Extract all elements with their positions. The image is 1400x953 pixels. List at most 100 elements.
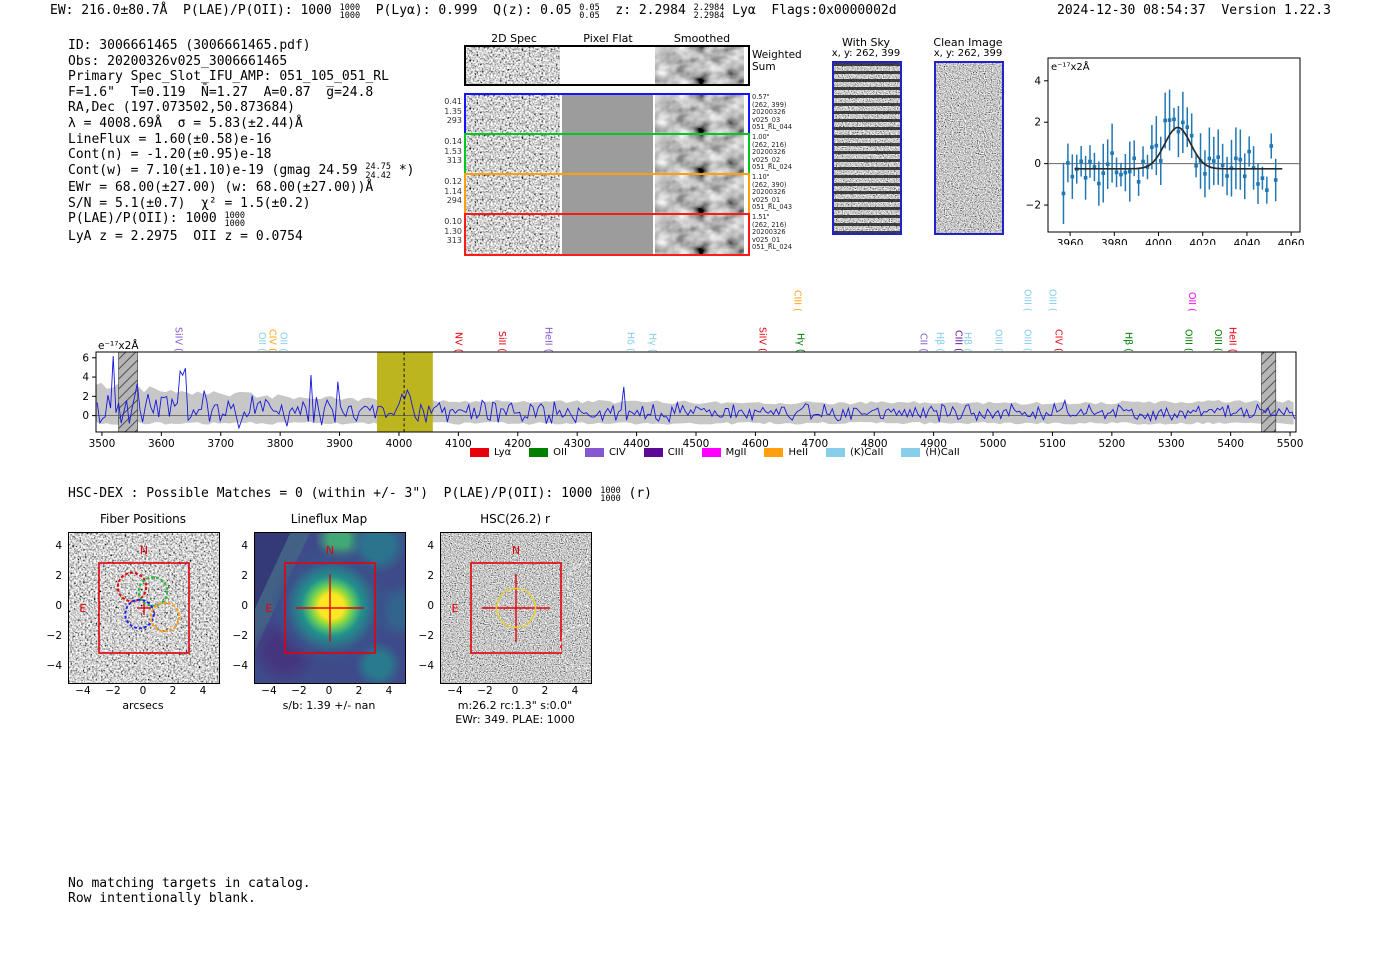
cutout-overlay: NE bbox=[80, 544, 190, 654]
y-tick-label: −4 bbox=[232, 660, 248, 672]
legend-swatch bbox=[901, 448, 921, 457]
svg-text:5200: 5200 bbox=[1098, 438, 1125, 450]
cutout-xlabel: m:26.2 rc:1.3" s:0.0" bbox=[457, 699, 573, 712]
legend-item: (H)CaII bbox=[901, 447, 960, 458]
fiber-smoothed-image bbox=[655, 175, 744, 214]
emission-line-label: OII ( bbox=[256, 332, 268, 352]
svg-text:3980: 3980 bbox=[1101, 238, 1128, 245]
svg-text:6: 6 bbox=[82, 352, 89, 364]
fiber-smoothed-image bbox=[655, 135, 744, 174]
fiber-2d-row bbox=[464, 93, 750, 136]
stacked-fraction: 2.2984 2.2984 bbox=[693, 2, 725, 21]
emission-line-label: OIII ( bbox=[1021, 329, 1033, 352]
cutout-title: Lineflux Map bbox=[290, 512, 368, 526]
header-summary: EW: 216.0±80.7Å P(LAE)/P(OII): 1000 1000… bbox=[50, 3, 897, 21]
info-line: ID: 3006661465 (3006661465.pdf) bbox=[68, 38, 415, 54]
svg-text:4100: 4100 bbox=[445, 438, 472, 450]
aperture-circle bbox=[495, 587, 537, 629]
fiber-id-labels: 0.57" (262, 399) 20200326 v025_03 051_RL_044 bbox=[752, 93, 793, 132]
x-tick-label: 2 bbox=[541, 685, 549, 697]
x-tick-label: 0 bbox=[139, 685, 147, 697]
text-segment: (r) bbox=[620, 486, 653, 501]
fiber-2d-spec-image bbox=[466, 215, 560, 254]
svg-text:E: E bbox=[266, 602, 273, 615]
weighted-sum-row bbox=[464, 45, 750, 86]
y-tick-label: −4 bbox=[46, 660, 62, 672]
emission-line-label: OIII ( bbox=[1182, 329, 1194, 352]
emission-line-label: Hγ ( bbox=[646, 332, 658, 353]
svg-text:4020: 4020 bbox=[1189, 238, 1216, 245]
legend-swatch bbox=[826, 448, 846, 457]
weighted-2d-spec-image bbox=[466, 47, 560, 84]
svg-text:4200: 4200 bbox=[504, 438, 531, 450]
cutout-xlabel: arcsecs bbox=[122, 699, 164, 712]
cutout-overlay: NE bbox=[452, 544, 591, 670]
info-line: LyA z = 2.2975 OII z = 0.0754 bbox=[68, 229, 415, 245]
clean-image bbox=[934, 61, 1004, 235]
full-spectrum-chart: 3500 3600 3700 3800 3900 4000 4100 4200 4300 4400… bbox=[82, 339, 1303, 450]
cutout-overlay: NE bbox=[266, 544, 376, 654]
legend-label: CIV bbox=[608, 447, 626, 458]
fiber-weight-labels: 0.10 1.30 313 bbox=[444, 217, 462, 246]
info-line: S/N = 5.1(±0.7) χ² = 1.5(±0.2) bbox=[68, 196, 415, 212]
y-tick-label: −2 bbox=[232, 630, 248, 642]
cutout-title: Fiber Positions bbox=[99, 512, 187, 526]
neighbor-circle bbox=[567, 561, 591, 607]
svg-text:e⁻¹⁷x2Å: e⁻¹⁷x2Å bbox=[98, 339, 139, 352]
fiber-smoothed-image bbox=[655, 215, 744, 254]
fiber-pixel-flat-image bbox=[562, 215, 653, 254]
svg-text:4500: 4500 bbox=[683, 438, 710, 450]
emission-line-label: Hγ ( bbox=[794, 332, 806, 353]
svg-text:3960: 3960 bbox=[1057, 238, 1084, 245]
spectrum-legend: Lyα OII CIV CIII MgII HeII (K)CaII (H)CaII bbox=[470, 447, 971, 458]
clean-image-title: Clean Image bbox=[933, 36, 1003, 49]
fiber-id-labels: 1.51" (262, 216) 20200326 v025_01 051_RL_024 bbox=[752, 213, 793, 252]
fiber-pixel-flat-image bbox=[562, 135, 653, 174]
info-line: Primary Spec_Slot_IFU_AMP: 051_105_051_R… bbox=[68, 69, 415, 85]
text-segment: HSC-DEX : Possible Matches = 0 (within +… bbox=[68, 486, 601, 501]
info-line: P(LAE)/P(OII): 1000 1000 1000 bbox=[68, 211, 415, 229]
neighbor-circle bbox=[559, 624, 591, 670]
emission-line-label: HeII ( bbox=[1226, 326, 1238, 352]
y-tick-label: 4 bbox=[55, 540, 62, 552]
svg-text:4800: 4800 bbox=[861, 438, 888, 450]
info-line: F=1.6" T=0.119 N̄=1.27 A=0.87 g̅=24.8 bbox=[68, 85, 415, 101]
x-tick-label: −2 bbox=[105, 685, 121, 697]
col-header-pixel-flat: Pixel Flat bbox=[583, 32, 633, 45]
col-header-2d-spec: 2D Spec bbox=[491, 32, 537, 45]
with-sky-title: With Sky bbox=[842, 36, 890, 49]
text-segment: z: 2.2984 bbox=[599, 3, 694, 18]
x-tick-label: −4 bbox=[261, 685, 277, 697]
svg-text:4: 4 bbox=[1034, 75, 1041, 87]
fiber-pixel-flat-image bbox=[562, 95, 653, 134]
legend-item: Lyα bbox=[470, 447, 511, 458]
svg-text:4060: 4060 bbox=[1278, 238, 1305, 245]
x-tick-label: 0 bbox=[511, 685, 519, 697]
fiber-2d-row bbox=[464, 173, 750, 216]
x-tick-label: 2 bbox=[355, 685, 363, 697]
text-segment: EW: 216.0±80.7Å P(LAE)/P(OII): 1000 bbox=[50, 3, 340, 18]
emission-line-label: NV ( bbox=[452, 331, 464, 352]
legend-label: MgII bbox=[725, 447, 747, 458]
legend-swatch bbox=[529, 448, 549, 457]
fiber-2d-spec-image bbox=[466, 95, 560, 134]
fiber-smoothed-image bbox=[655, 95, 744, 134]
svg-text:E: E bbox=[452, 602, 459, 615]
sky-lines-texture bbox=[834, 63, 900, 233]
legend-swatch bbox=[764, 448, 784, 457]
fiber-2d-row bbox=[464, 133, 750, 176]
stacked-fraction: 1000 1000 bbox=[339, 2, 361, 21]
y-tick-label: 2 bbox=[427, 570, 434, 582]
text-segment: EWr = 68.00(±27.00) (w: 68.00(±27.00))Å bbox=[68, 180, 374, 196]
legend-label: (K)CaII bbox=[850, 447, 884, 458]
x-tick-label: −2 bbox=[477, 685, 493, 697]
emission-line-label: CIII ( bbox=[791, 290, 803, 312]
svg-text:5300: 5300 bbox=[1158, 438, 1185, 450]
detection-info-block: ID: 3006661465 (3006661465.pdf) Obs: 2020… bbox=[68, 38, 415, 245]
text-segment: P(Lyα): 0.999 Q(z): 0.05 bbox=[360, 3, 580, 18]
svg-text:3900: 3900 bbox=[326, 438, 353, 450]
x-tick-label: 0 bbox=[325, 685, 333, 697]
legend-label: HeII bbox=[788, 447, 809, 458]
